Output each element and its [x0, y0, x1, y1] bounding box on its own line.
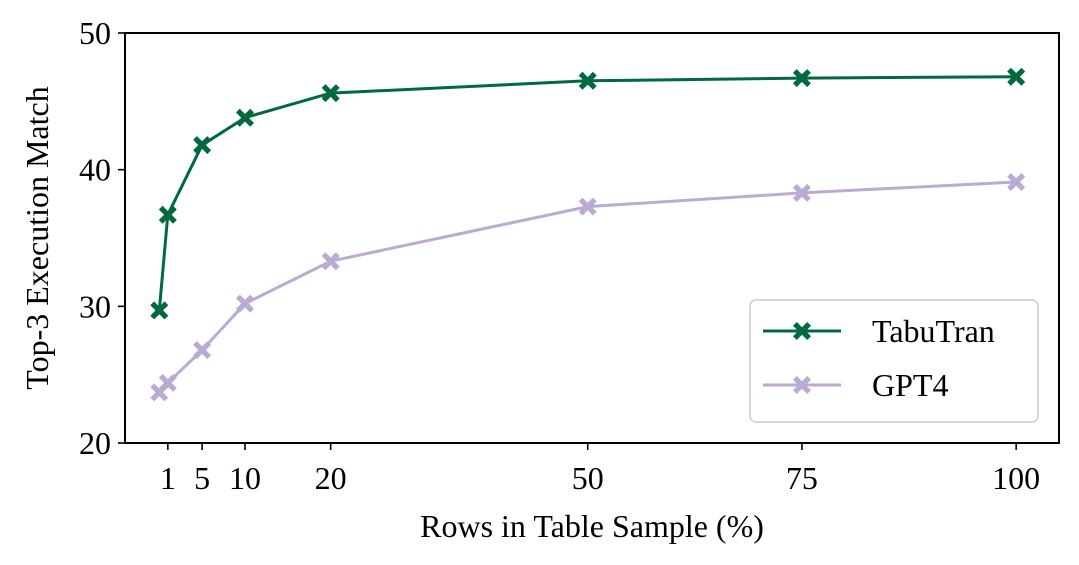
data-point-tabutran — [321, 84, 340, 103]
y-tick-label: 20 — [79, 425, 111, 461]
legend-marker — [793, 376, 811, 394]
data-point-tabutran — [236, 108, 254, 127]
x-tick-label: 100 — [992, 460, 1040, 496]
data-point-tabutran — [578, 71, 597, 90]
y-tick-label: 40 — [79, 152, 111, 188]
data-point-gpt4 — [321, 252, 340, 271]
legend-marker — [793, 322, 811, 340]
legend-label: TabuTran — [872, 313, 995, 349]
data-point-tabutran — [792, 69, 811, 88]
x-axis-title: Rows in Table Sample (%) — [420, 508, 764, 544]
plot-frame — [124, 32, 1060, 444]
data-point-gpt4 — [158, 373, 177, 392]
legend: TabuTran GPT4 — [749, 299, 1039, 423]
plot-markers — [150, 67, 1026, 402]
y-tick-label: 50 — [79, 15, 111, 51]
legend-label: GPT4 — [872, 367, 948, 403]
series-line-tabutran — [157, 75, 1017, 311]
data-point-gpt4 — [1007, 173, 1026, 191]
x-axis-ticks: 1 5 10 20 50 75 100 — [160, 443, 1040, 496]
y-axis-title: Top-3 Execution Match — [19, 86, 55, 389]
x-tick-label: 10 — [229, 460, 261, 496]
x-tick-label: 50 — [572, 460, 604, 496]
data-point-gpt4 — [578, 197, 597, 216]
data-point-gpt4 — [792, 183, 811, 202]
data-point-tabutran — [158, 205, 177, 224]
x-tick-label: 20 — [315, 460, 347, 496]
x-tick-label: 1 — [160, 460, 176, 496]
data-point-tabutran — [150, 301, 169, 320]
y-axis-ticks: 20 30 40 50 — [79, 15, 125, 461]
data-point-gpt4 — [193, 341, 212, 360]
y-tick-label: 30 — [79, 288, 111, 324]
x-tick-label: 75 — [786, 460, 818, 496]
data-point-tabutran — [1007, 67, 1026, 86]
data-point-tabutran — [193, 136, 212, 155]
x-tick-label: 5 — [194, 460, 210, 496]
data-point-gpt4 — [236, 294, 254, 313]
